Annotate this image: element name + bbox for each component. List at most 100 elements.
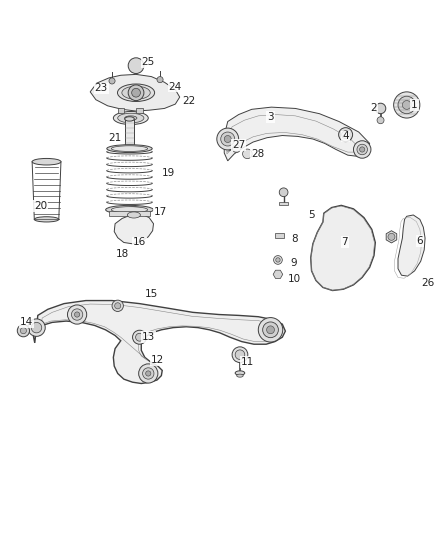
Circle shape bbox=[258, 318, 283, 342]
Circle shape bbox=[394, 92, 420, 118]
Text: 13: 13 bbox=[141, 332, 155, 342]
Text: 14: 14 bbox=[20, 317, 34, 327]
Text: 8: 8 bbox=[291, 233, 297, 244]
Text: 3: 3 bbox=[267, 112, 274, 122]
Circle shape bbox=[377, 117, 384, 124]
Circle shape bbox=[267, 326, 275, 334]
Circle shape bbox=[243, 149, 252, 159]
Polygon shape bbox=[224, 107, 370, 161]
Text: 15: 15 bbox=[145, 288, 158, 298]
Text: 11: 11 bbox=[241, 357, 254, 367]
Circle shape bbox=[112, 300, 124, 311]
Circle shape bbox=[71, 309, 83, 320]
Text: 12: 12 bbox=[150, 356, 164, 365]
Text: 23: 23 bbox=[95, 83, 108, 93]
Circle shape bbox=[233, 144, 240, 152]
Text: 9: 9 bbox=[291, 258, 297, 268]
Circle shape bbox=[263, 322, 279, 338]
Circle shape bbox=[143, 368, 154, 379]
Text: 5: 5 bbox=[308, 210, 315, 220]
Ellipse shape bbox=[125, 116, 137, 120]
Circle shape bbox=[375, 103, 386, 114]
Text: 25: 25 bbox=[141, 57, 155, 67]
Circle shape bbox=[339, 128, 353, 142]
Text: 4: 4 bbox=[343, 132, 349, 141]
Ellipse shape bbox=[125, 207, 143, 215]
Circle shape bbox=[217, 128, 239, 150]
Polygon shape bbox=[33, 301, 286, 384]
Ellipse shape bbox=[235, 371, 245, 375]
Circle shape bbox=[276, 258, 280, 262]
Circle shape bbox=[67, 305, 87, 324]
Circle shape bbox=[132, 88, 141, 97]
Circle shape bbox=[360, 147, 365, 152]
Ellipse shape bbox=[237, 374, 243, 377]
Bar bbox=[136, 108, 143, 113]
Text: 17: 17 bbox=[153, 207, 167, 217]
Circle shape bbox=[224, 135, 231, 142]
Polygon shape bbox=[273, 270, 283, 279]
Polygon shape bbox=[386, 231, 397, 243]
Circle shape bbox=[357, 144, 367, 155]
Circle shape bbox=[279, 188, 288, 197]
Ellipse shape bbox=[106, 205, 153, 214]
Text: 27: 27 bbox=[232, 140, 245, 150]
Text: 20: 20 bbox=[34, 201, 47, 211]
Ellipse shape bbox=[127, 212, 141, 218]
Circle shape bbox=[221, 132, 235, 146]
Text: 24: 24 bbox=[169, 82, 182, 92]
Circle shape bbox=[353, 141, 371, 158]
Text: 26: 26 bbox=[421, 278, 434, 288]
Bar bbox=[118, 108, 124, 113]
Circle shape bbox=[109, 78, 115, 84]
Circle shape bbox=[388, 233, 395, 240]
Circle shape bbox=[17, 325, 29, 337]
Polygon shape bbox=[90, 75, 180, 111]
Text: 7: 7 bbox=[342, 237, 348, 247]
Ellipse shape bbox=[122, 86, 150, 99]
Text: 21: 21 bbox=[109, 133, 122, 143]
Circle shape bbox=[28, 319, 45, 336]
Ellipse shape bbox=[107, 144, 152, 152]
Circle shape bbox=[133, 330, 147, 344]
Text: 10: 10 bbox=[287, 274, 300, 284]
Text: 28: 28 bbox=[251, 149, 264, 159]
Polygon shape bbox=[114, 214, 153, 244]
Ellipse shape bbox=[118, 113, 144, 123]
Circle shape bbox=[342, 131, 350, 139]
Circle shape bbox=[235, 350, 245, 359]
Ellipse shape bbox=[130, 64, 143, 69]
Ellipse shape bbox=[32, 158, 61, 165]
Circle shape bbox=[157, 77, 163, 83]
Text: 22: 22 bbox=[183, 96, 196, 107]
Circle shape bbox=[136, 333, 144, 341]
Circle shape bbox=[31, 322, 42, 333]
Text: 19: 19 bbox=[162, 168, 175, 177]
Bar bbox=[109, 211, 150, 216]
Circle shape bbox=[128, 58, 144, 74]
Circle shape bbox=[398, 96, 416, 114]
Bar bbox=[125, 119, 134, 148]
Ellipse shape bbox=[34, 217, 59, 222]
Bar bbox=[275, 233, 285, 238]
Ellipse shape bbox=[117, 84, 155, 101]
Circle shape bbox=[128, 85, 144, 101]
Ellipse shape bbox=[111, 207, 148, 213]
Circle shape bbox=[274, 256, 283, 264]
Text: 1: 1 bbox=[411, 100, 418, 110]
Circle shape bbox=[20, 328, 26, 334]
Circle shape bbox=[232, 347, 248, 362]
Text: 2: 2 bbox=[371, 103, 377, 113]
Ellipse shape bbox=[113, 111, 148, 125]
Ellipse shape bbox=[122, 146, 137, 150]
Circle shape bbox=[115, 303, 121, 309]
Ellipse shape bbox=[111, 146, 148, 151]
Circle shape bbox=[139, 364, 158, 383]
Ellipse shape bbox=[125, 117, 134, 121]
Circle shape bbox=[146, 371, 151, 376]
Circle shape bbox=[74, 312, 80, 317]
Text: 16: 16 bbox=[133, 238, 146, 247]
Polygon shape bbox=[398, 215, 425, 276]
Circle shape bbox=[403, 101, 411, 109]
Polygon shape bbox=[311, 205, 375, 290]
